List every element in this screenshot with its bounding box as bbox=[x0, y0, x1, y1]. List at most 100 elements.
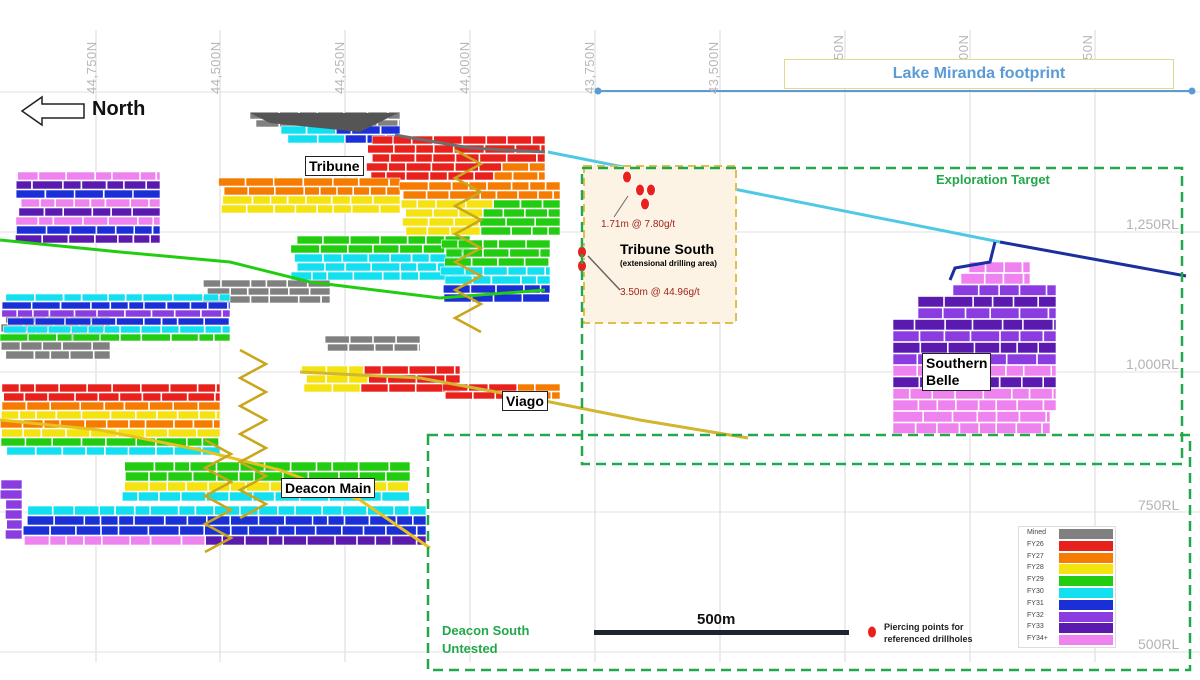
stope-block bbox=[1000, 285, 1019, 296]
stope-block bbox=[55, 516, 84, 525]
stope-block bbox=[403, 218, 429, 226]
stope-block bbox=[540, 249, 550, 257]
stope-block bbox=[64, 208, 92, 216]
stope-block bbox=[373, 245, 398, 253]
stope-block bbox=[504, 209, 525, 217]
stope-block bbox=[133, 208, 160, 216]
stope-block bbox=[120, 334, 140, 341]
stope-block bbox=[1020, 285, 1046, 296]
stope-block bbox=[162, 318, 177, 325]
legend-swatch bbox=[1059, 576, 1113, 586]
stope-block bbox=[45, 208, 63, 216]
stope-block bbox=[416, 145, 433, 153]
stope-block bbox=[525, 258, 549, 266]
stope-block bbox=[149, 526, 179, 535]
stope-block bbox=[5, 530, 22, 539]
exploration-target-label: Exploration Target bbox=[936, 172, 1050, 187]
legend-swatch bbox=[1059, 541, 1113, 551]
stope-block bbox=[222, 326, 230, 333]
stope-block bbox=[436, 366, 454, 374]
stope-block bbox=[383, 272, 400, 280]
stope-block bbox=[36, 447, 62, 455]
stope-block bbox=[131, 536, 150, 545]
stope-block bbox=[368, 145, 394, 153]
stope-block bbox=[0, 490, 22, 499]
stope-block bbox=[310, 288, 330, 295]
stope-block bbox=[168, 429, 196, 437]
stope-block bbox=[507, 136, 531, 144]
stope-block bbox=[162, 393, 187, 401]
stope-block bbox=[32, 302, 60, 309]
legend-row-fy26: FY26 bbox=[1019, 541, 1115, 551]
stope-block bbox=[88, 384, 112, 392]
stope-block bbox=[8, 318, 34, 325]
stope-block bbox=[316, 526, 341, 535]
stope-block bbox=[497, 191, 518, 199]
stope-block bbox=[106, 199, 130, 207]
stope-block bbox=[143, 393, 161, 401]
stope-block bbox=[530, 182, 545, 190]
stope-block bbox=[893, 423, 915, 434]
stope-block bbox=[432, 163, 454, 171]
stope-block bbox=[102, 526, 119, 535]
stope-block bbox=[349, 344, 374, 351]
stope-block bbox=[187, 438, 202, 446]
stope-block bbox=[455, 366, 460, 374]
stope-cluster-west-lower bbox=[0, 384, 220, 455]
stope-cluster-deacon-edge bbox=[0, 480, 22, 539]
stope-block bbox=[146, 420, 173, 428]
stope-block bbox=[23, 526, 49, 535]
stope-block bbox=[204, 294, 219, 301]
stope-block bbox=[343, 506, 367, 515]
stope-block bbox=[21, 199, 39, 207]
stope-block bbox=[371, 187, 386, 195]
stope-cluster-deacon-deep bbox=[23, 506, 426, 545]
stope-block bbox=[83, 217, 107, 225]
stope-block bbox=[345, 516, 369, 525]
stope-block bbox=[249, 526, 277, 535]
stope-block bbox=[50, 536, 66, 545]
stope-block bbox=[2, 402, 26, 410]
stope-block bbox=[376, 536, 391, 545]
stope-block bbox=[508, 267, 526, 275]
stope-block bbox=[1, 480, 22, 489]
stope-block bbox=[205, 318, 229, 325]
stope-block bbox=[434, 209, 459, 217]
stope-block bbox=[318, 205, 333, 213]
stope-block bbox=[107, 420, 128, 428]
stope-block bbox=[2, 302, 31, 309]
stope-block bbox=[537, 276, 550, 284]
stope-block bbox=[43, 235, 68, 243]
stope-block bbox=[35, 318, 64, 325]
stope-block bbox=[180, 326, 204, 333]
stope-block bbox=[182, 536, 205, 545]
stope-block bbox=[19, 208, 44, 216]
stope-block bbox=[156, 447, 173, 455]
stope-block bbox=[24, 429, 41, 437]
stope-block bbox=[472, 258, 497, 266]
stope-block bbox=[175, 310, 200, 317]
stope-block bbox=[375, 344, 393, 351]
stope-block bbox=[532, 227, 547, 235]
stope-block bbox=[1005, 262, 1022, 273]
stope-block bbox=[251, 296, 269, 303]
stope-block bbox=[546, 182, 560, 190]
stope-block bbox=[61, 302, 90, 309]
north-label: North bbox=[92, 98, 145, 121]
stope-block bbox=[179, 506, 195, 515]
stope-block bbox=[429, 218, 454, 226]
stope-block bbox=[937, 423, 959, 434]
stope-block bbox=[920, 331, 944, 342]
stope-block bbox=[296, 205, 317, 213]
stope-block bbox=[971, 331, 1000, 342]
stope-block bbox=[1054, 320, 1056, 331]
stope-block bbox=[144, 302, 166, 309]
stope-block bbox=[231, 516, 258, 525]
stope-block bbox=[519, 191, 538, 199]
northing-label: 43,750N bbox=[582, 41, 597, 94]
stope-block bbox=[313, 516, 327, 525]
stope-block bbox=[390, 178, 400, 186]
stope-block bbox=[271, 196, 287, 204]
stope-block bbox=[333, 384, 360, 392]
